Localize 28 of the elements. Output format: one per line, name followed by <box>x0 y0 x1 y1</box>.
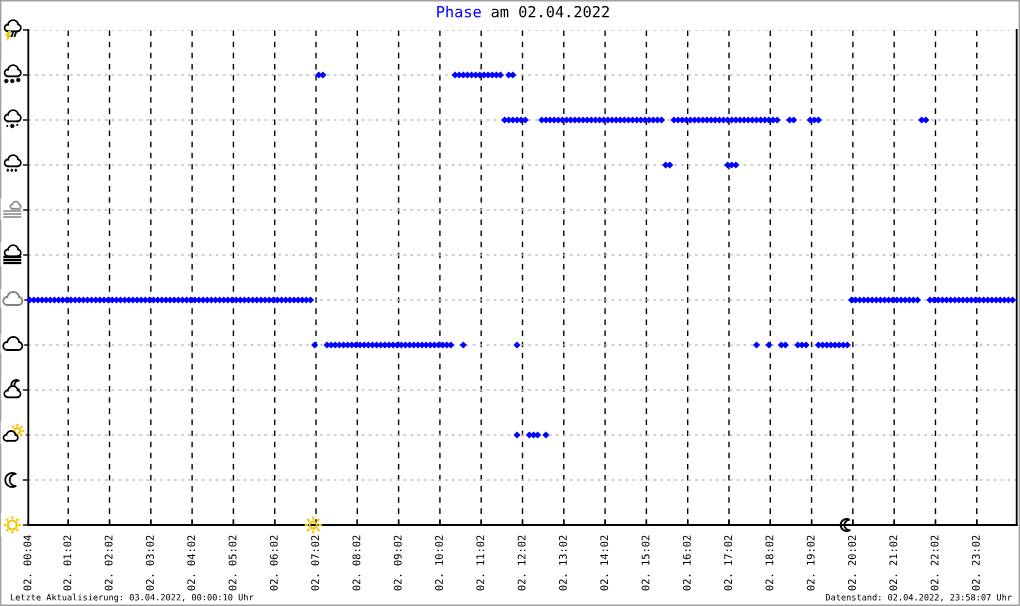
x-tick-label: 02. 03:02 <box>145 535 154 591</box>
x-tick-label: 02. 20:02 <box>848 535 856 591</box>
x-tick-label: 02. 23:02 <box>971 535 980 591</box>
x-tick-label: 02. 02:02 <box>104 535 113 591</box>
x-tick-label: 02. 07:02 <box>311 535 320 591</box>
x-tick-label: 02. 14:02 <box>600 535 609 591</box>
x-tick-label: 02. 17:02 <box>724 535 733 591</box>
x-tick-label: 02. 00:04 <box>23 535 32 591</box>
x-tick-label: 02. 08:02 <box>352 535 361 591</box>
x-tick-label: 02. 11:02 <box>476 535 485 591</box>
x-tick-label: 02. 04:02 <box>187 535 196 591</box>
x-tick-label: 02. 06:02 <box>269 535 278 591</box>
x-tick-label: 02. 01:02 <box>63 535 72 591</box>
x-tick-label: 02. 16:02 <box>682 535 691 591</box>
text: Datenstand: 02.04.2022, 23:58:07 Uhr <box>825 593 1012 602</box>
x-tick-label: 02. 10:02 <box>435 535 443 591</box>
text: Phase <box>437 5 481 18</box>
x-tick-label: 02. 15:02 <box>641 535 650 591</box>
chart-title: am 02.04.2022 <box>491 5 609 18</box>
x-tick-label: 02. 13:02 <box>558 535 567 591</box>
x-tick-label: 02. 18:02 <box>765 535 774 591</box>
text: Letzte Aktualisierung: 03.04.2022, 00:00:10 Uhr <box>10 593 254 603</box>
x-tick-label: 02. 22:02 <box>930 535 939 591</box>
x-tick-label: 02. 19:02 <box>806 535 815 591</box>
x-tick-label: 02. 09:02 <box>393 535 402 591</box>
x-tick-label: 02. 12:02 <box>517 535 526 591</box>
x-tick-label: 02. 05:02 <box>228 535 237 591</box>
x-tick-label: 02. 21:02 <box>889 535 898 591</box>
